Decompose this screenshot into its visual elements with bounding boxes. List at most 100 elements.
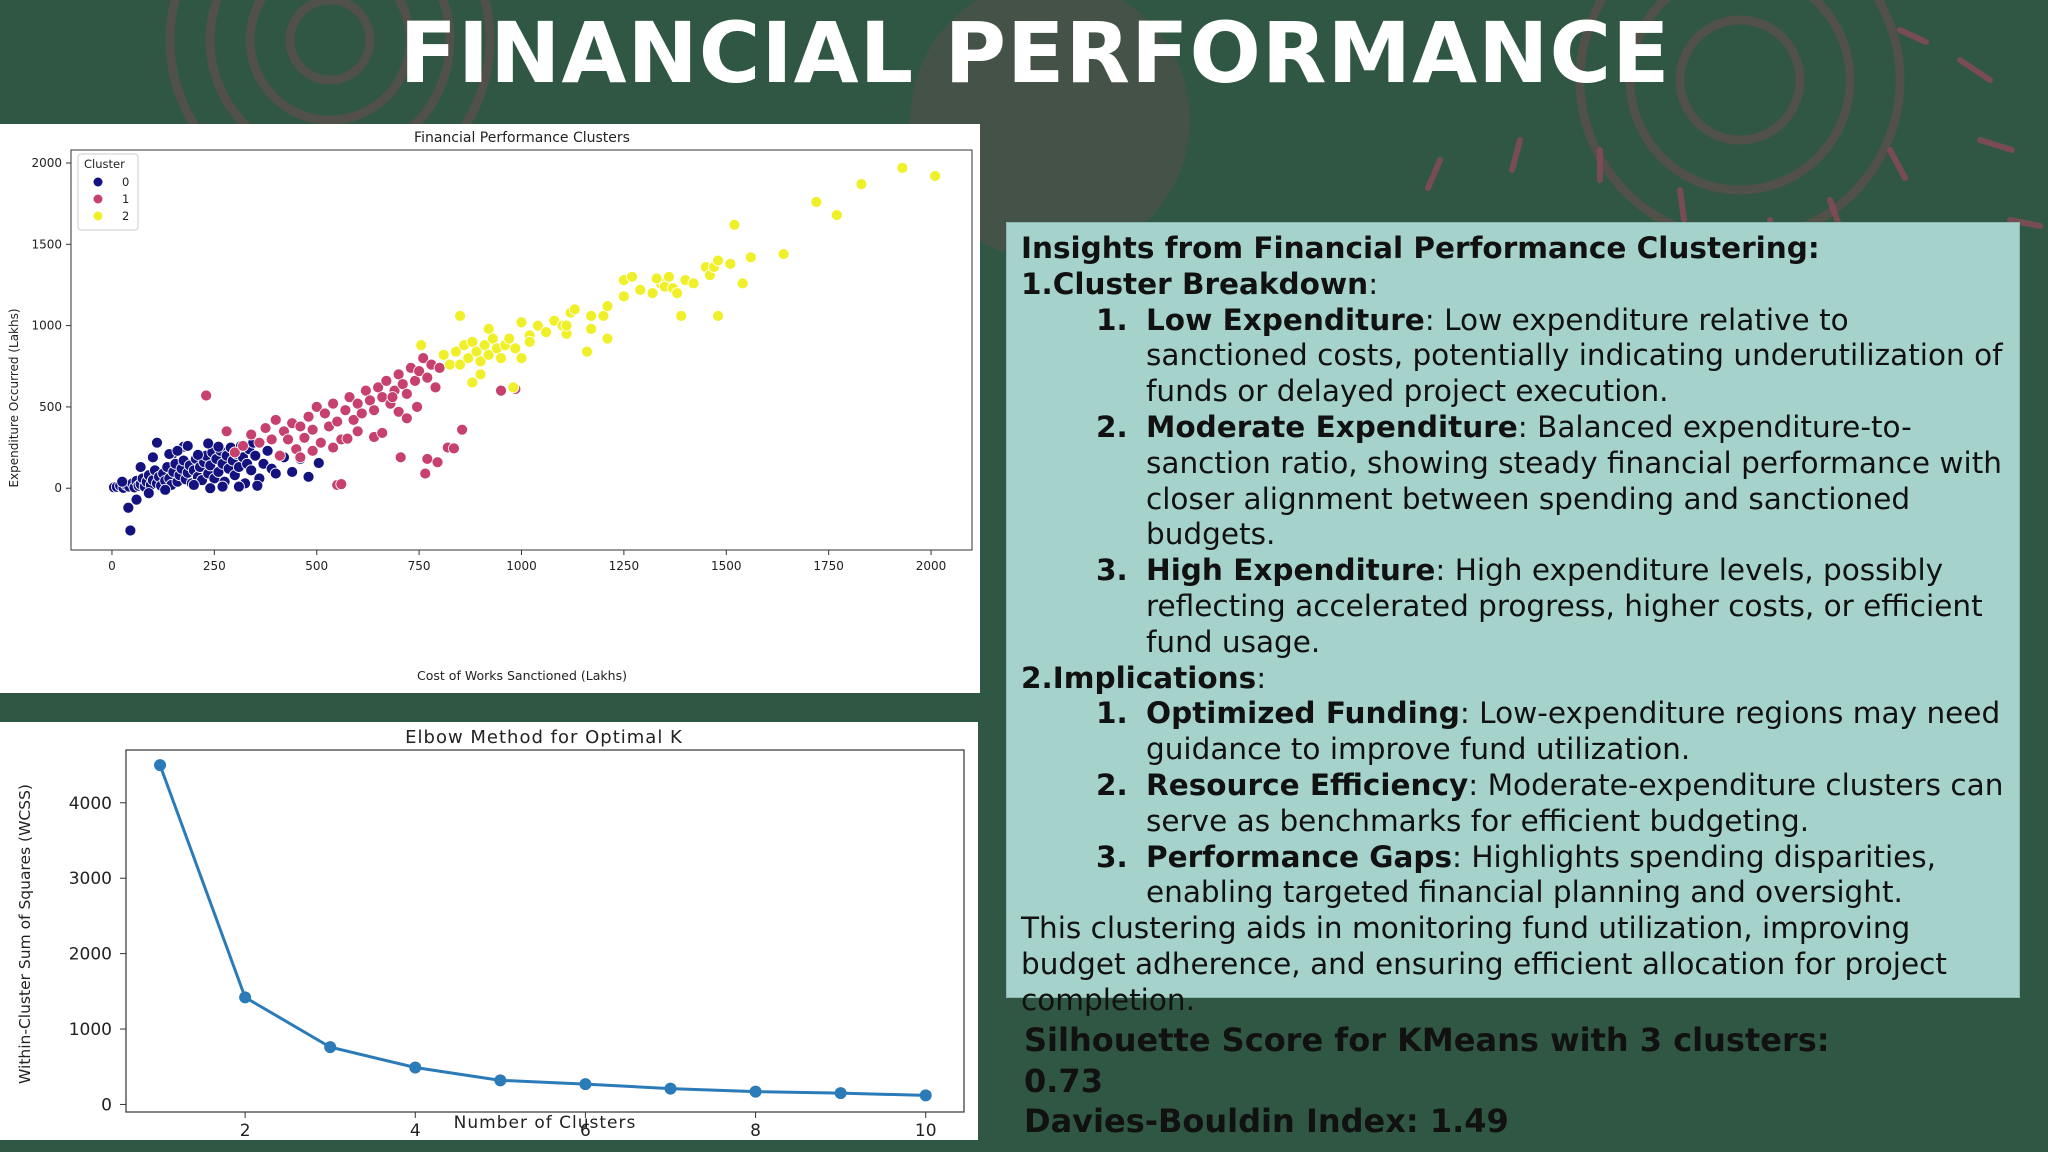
scatter-point-cluster-2: [454, 358, 466, 371]
legend-label-2: 2: [122, 209, 129, 223]
elbow-point: [494, 1074, 507, 1087]
elbow-x-tick-label: 6: [580, 1121, 591, 1140]
scatter-point-cluster-1: [237, 440, 249, 452]
list-item-text: : Highlights spending disparities, enabl…: [1146, 839, 1937, 910]
scatter-point-cluster-1: [341, 432, 354, 445]
scatter-point-cluster-1: [319, 407, 331, 420]
scatter-point-cluster-2: [523, 335, 536, 348]
scatter-point-cluster-1: [448, 442, 460, 455]
scatter-point-cluster-1: [314, 436, 327, 449]
scatter-point-cluster-1: [351, 397, 364, 410]
scatter-point-cluster-1: [339, 404, 352, 417]
scatter-point-cluster-2: [486, 332, 499, 345]
scatter-point-cluster-0: [261, 444, 274, 457]
scatter-point-cluster-2: [777, 248, 790, 260]
list-item: 1. Low Expenditure: Low expenditure relat…: [1096, 303, 2005, 410]
scatter-point-cluster-2: [585, 322, 598, 335]
scatter-point-cluster-2: [415, 339, 428, 352]
list-item: 2. Resource Efficiency: Moderate-expendit…: [1096, 768, 2005, 840]
scatter-point-cluster-2: [601, 332, 614, 345]
scatter-y-tick-label: 500: [39, 400, 62, 414]
scatter-point-cluster-2: [509, 342, 522, 355]
scatter-chart-panel: Financial Performance Clusters 0 250 500 75…: [0, 124, 980, 693]
scatter-point-cluster-2: [855, 178, 868, 191]
insights-panel: Insights from Financial Performance Clus…: [1006, 222, 2020, 1017]
scatter-x-tick-label: 500: [305, 559, 328, 573]
list-item-term: Optimized Funding: [1146, 696, 1460, 731]
scatter-point-cluster-1: [335, 478, 348, 491]
silhouette-value: 0.73: [1024, 1061, 1103, 1100]
scatter-chart-title: Financial Performance Clusters: [414, 130, 630, 146]
scatter-point-cluster-2: [724, 257, 737, 270]
scatter-point-cluster-2: [830, 209, 843, 221]
scatter-point-cluster-0: [302, 470, 315, 483]
elbow-point: [409, 1061, 422, 1074]
silhouette-label: Silhouette Score for KMeans with 3 clust…: [1024, 1021, 1830, 1059]
scatter-point-cluster-0: [171, 444, 184, 457]
scatter-point-cluster-0: [233, 480, 245, 493]
scatter-x-tick-label: 2000: [916, 559, 947, 573]
scatter-point-cluster-1: [343, 391, 356, 404]
metrics-block: Silhouette Score for KMeans with 3 clust…: [1024, 1020, 1830, 1142]
scatter-point-cluster-2: [560, 319, 573, 332]
scatter-point-cluster-1: [327, 441, 340, 454]
scatter-point-cluster-1: [368, 404, 380, 417]
scatter-point-cluster-1: [310, 401, 323, 413]
scatter-point-cluster-2: [663, 270, 675, 283]
scatter-point-cluster-0: [142, 487, 155, 499]
legend-marker-0: [93, 177, 103, 187]
scatter-point-cluster-2: [454, 309, 466, 322]
scatter-point-cluster-0: [159, 483, 172, 496]
legend-label-1: 1: [122, 192, 129, 206]
scatter-point-cluster-2: [474, 355, 487, 368]
scatter-point-cluster-1: [431, 456, 444, 469]
scatter-point-cluster-2: [495, 352, 507, 365]
list-item-number: 1.: [1096, 302, 1128, 337]
scatter-point-cluster-0: [312, 457, 325, 469]
scatter-point-cluster-2: [646, 287, 659, 299]
scatter-point-cluster-0: [216, 480, 229, 493]
scatter-point-cluster-2: [634, 283, 647, 296]
scatter-x-axis-label: Cost of Works Sanctioned (Lakhs): [417, 668, 627, 683]
scatter-point-cluster-1: [351, 425, 364, 438]
elbow-point: [919, 1089, 932, 1102]
list-item-number: 3.: [1096, 839, 1128, 874]
scatter-point-cluster-0: [187, 479, 200, 491]
scatter-point-cluster-2: [443, 358, 456, 371]
scatter-x-tick-label: 250: [203, 559, 226, 573]
list-item-number: 2.: [1096, 409, 1128, 444]
scatter-point-cluster-2: [482, 322, 495, 335]
elbow-y-tick-label: 1000: [69, 1020, 112, 1040]
scatter-point-cluster-1: [456, 423, 469, 436]
insights-heading: Insights from Financial Performance Clus…: [1021, 231, 1820, 265]
scatter-point-cluster-1: [396, 378, 409, 391]
scatter-point-cluster-2: [626, 270, 638, 283]
scatter-point-cluster-1: [265, 433, 278, 446]
list-item-text: : Balanced expenditure-to-sanction ratio…: [1146, 409, 2002, 552]
list-item-number: 1.: [1096, 696, 1128, 731]
elbow-chart-panel: Elbow Method for Optimal K 2 4 6 8 10 0 1000 2…: [0, 722, 978, 1141]
elbow-point: [324, 1041, 337, 1054]
list-item: 1. Optimized Funding: Low-expenditure reg…: [1096, 696, 2005, 768]
scatter-point-cluster-0: [286, 466, 299, 478]
scatter-point-cluster-1: [433, 361, 446, 374]
list-item: 3. Performance Gaps: Highlights spending …: [1096, 839, 2005, 912]
scatter-point-cluster-1: [282, 433, 294, 446]
scatter-point-cluster-1: [273, 449, 286, 462]
scatter-point-cluster-2: [617, 290, 630, 303]
scatter-x-ticks: 0 250 500 750 1000 1250 1500 1750 2000: [108, 550, 946, 573]
scatter-point-cluster-1: [411, 401, 423, 413]
scatter-x-tick-label: 1000: [506, 559, 537, 573]
scatter-point-cluster-1: [306, 423, 319, 436]
scatter-point-cluster-1: [400, 388, 413, 400]
list-item-number: 3.: [1096, 553, 1128, 588]
scatter-x-tick-label: 0: [108, 559, 116, 573]
elbow-y-axis-label: Within-Cluster Sum of Squares (WCSS): [16, 784, 34, 1084]
cluster-breakdown-list: 1. Low Expenditure: Low expenditure relat…: [1021, 303, 2005, 661]
scatter-point-cluster-1: [331, 415, 344, 428]
scatter-point-cluster-2: [671, 287, 684, 299]
scatter-point-cluster-0: [192, 448, 204, 461]
scatter-point-cluster-0: [122, 501, 135, 514]
list-item-number: 2.: [1096, 767, 1128, 802]
